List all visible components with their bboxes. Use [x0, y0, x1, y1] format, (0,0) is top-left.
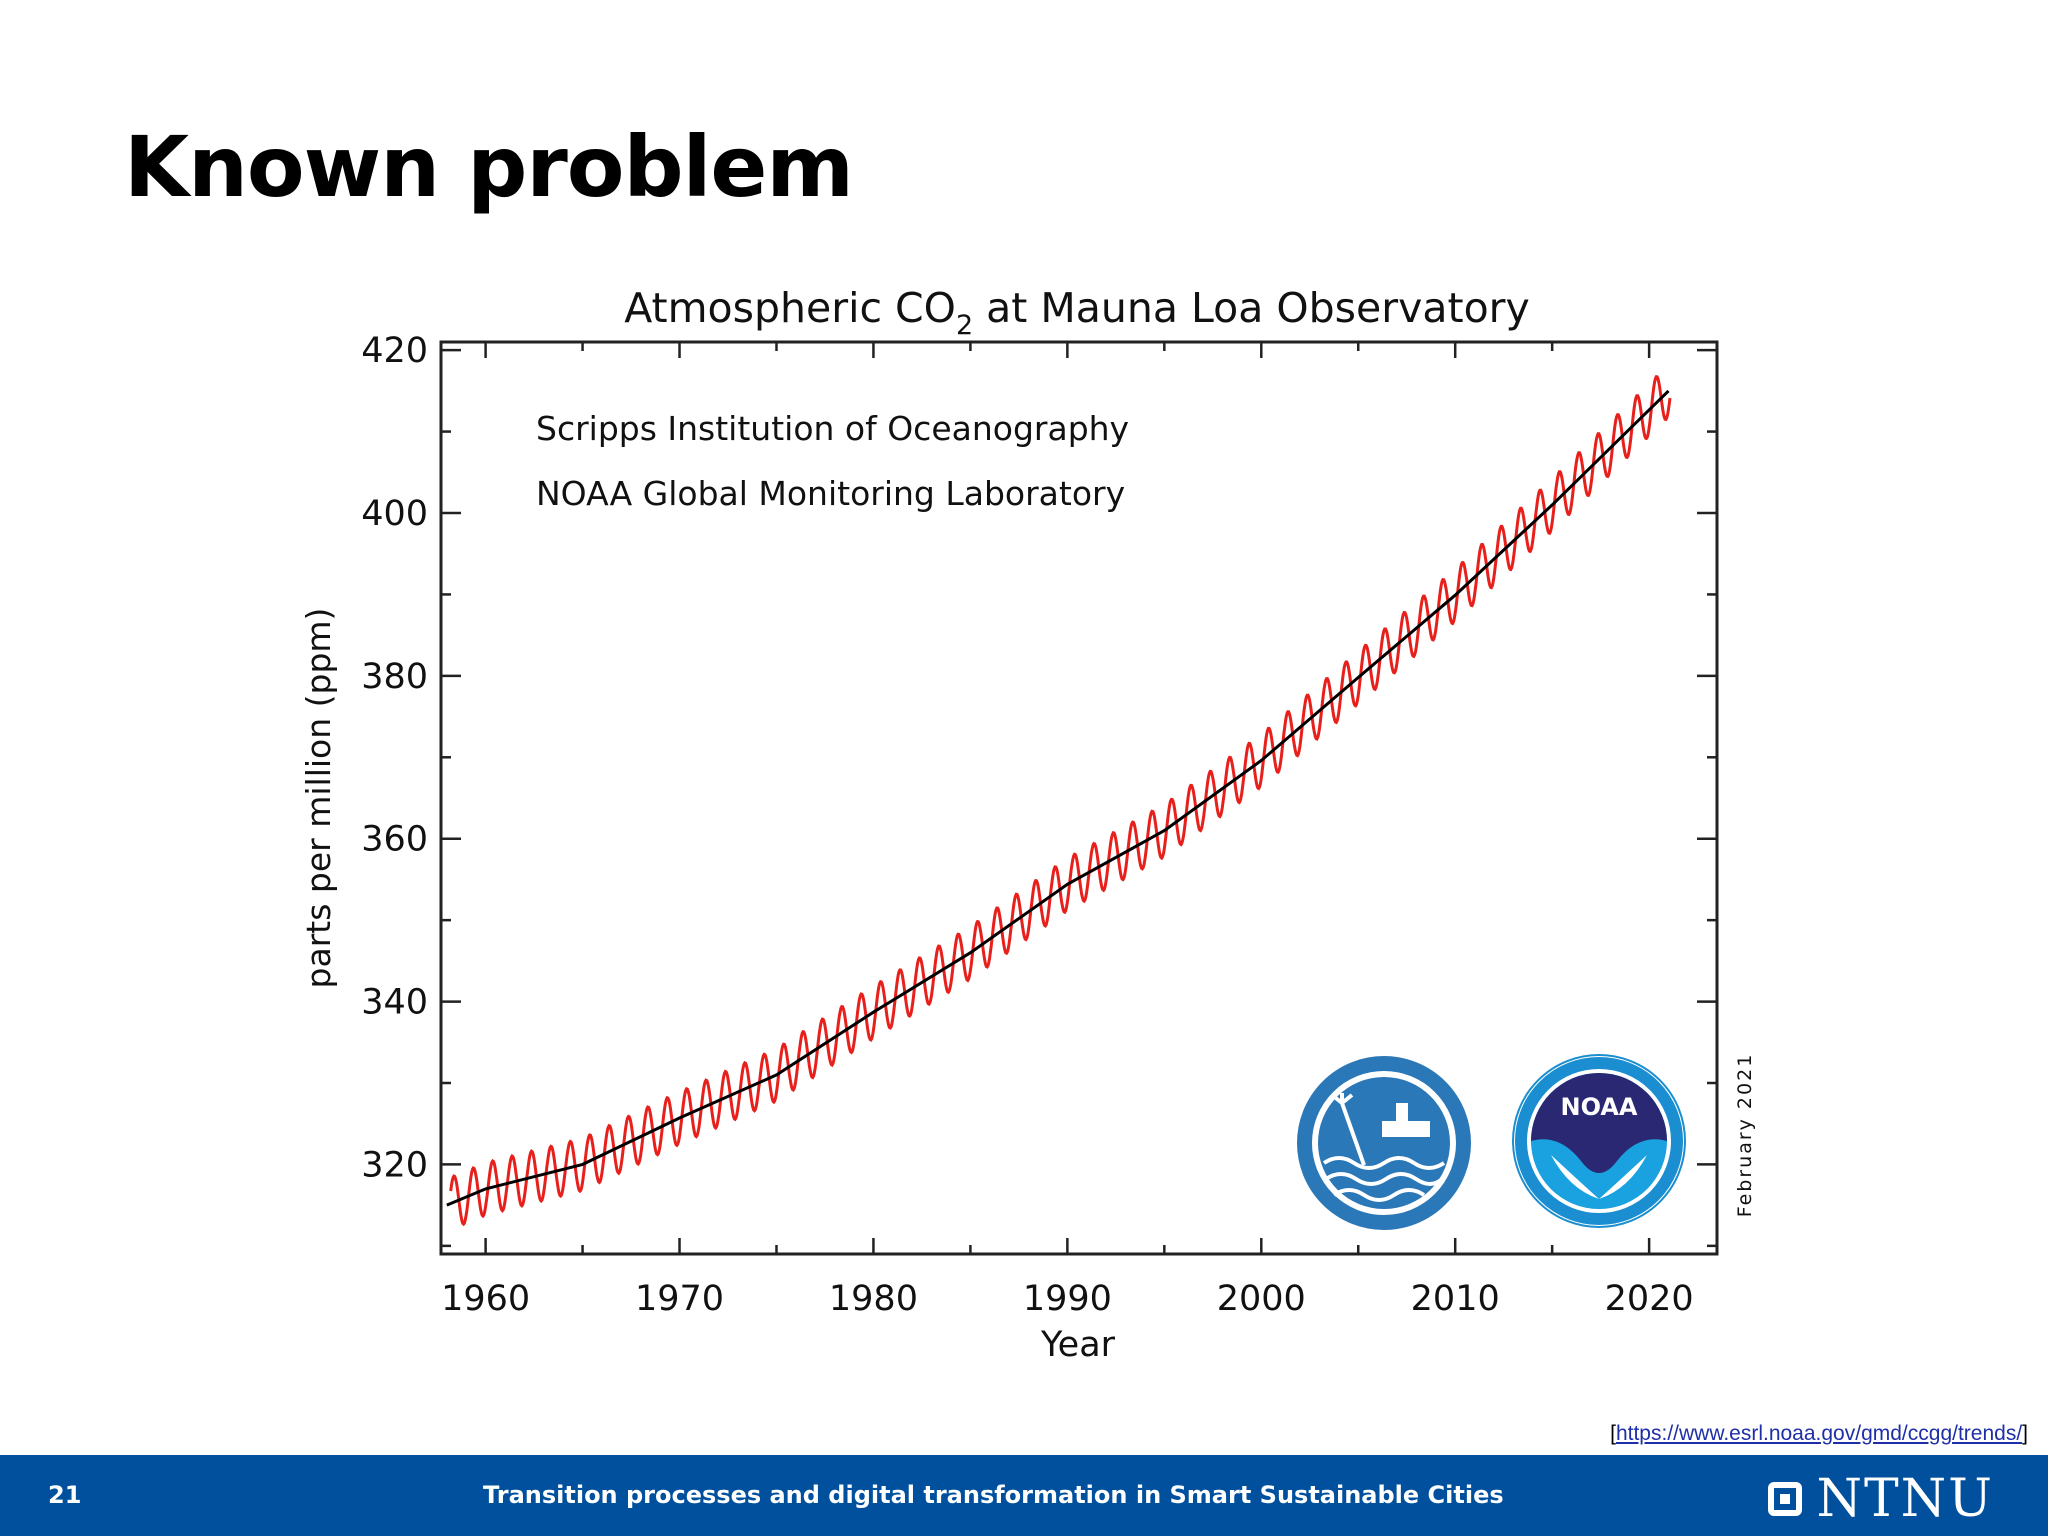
x-tick-label: 1960 — [441, 1279, 530, 1319]
annotation-scripps: Scripps Institution of Oceanography — [536, 409, 1129, 448]
x-tick-label: 1980 — [829, 1279, 918, 1319]
y-tick-label: 320 — [361, 1145, 428, 1185]
date-stamp: February 2021 — [1734, 1053, 1756, 1218]
chart-title-subscript: 2 — [956, 310, 973, 341]
source-link[interactable]: https://www.esrl.noaa.gov/gmd/ccgg/trend… — [1615, 1422, 2023, 1445]
monthly-mean-line — [449, 375, 1672, 1227]
plot-frame — [439, 340, 1719, 1256]
x-tick-label: 2020 — [1605, 1279, 1694, 1319]
x-axis-label: Year — [1040, 1325, 1116, 1365]
y-axis-ticks: 320 340 360 380 400 420 — [361, 331, 1717, 1248]
scripps-seal — [1297, 1056, 1471, 1230]
y-axis-label: parts per million (ppm) — [299, 608, 338, 989]
x-tick-label: 1990 — [1023, 1279, 1112, 1319]
trend-line — [446, 389, 1670, 1207]
course-title: Transition processes and digital transfo… — [483, 1481, 1504, 1509]
x-axis-ticks: 1960 1970 1980 1990 2000 2010 2020 — [441, 342, 1694, 1319]
slide-title: Known problem — [124, 118, 854, 216]
noaa-emblem: NOAA — [1512, 1054, 1686, 1228]
y-tick-label: 360 — [361, 820, 428, 860]
x-tick-label: 2000 — [1217, 1279, 1306, 1319]
y-tick-label: 400 — [361, 494, 428, 534]
page-number: 21 — [48, 1481, 82, 1509]
co2-chart: Atmospheric CO2 at Mauna Loa Observatory… — [299, 284, 1756, 1365]
chart-title: Atmospheric CO2 at Mauna Loa Observatory — [624, 284, 1530, 341]
ntnu-logo-icon — [1768, 1482, 1803, 1516]
source-bracket-close: ] — [2022, 1422, 2028, 1445]
y-tick-label: 420 — [361, 331, 428, 371]
x-tick-label: 1970 — [635, 1279, 724, 1319]
chart-title-main: Atmospheric CO — [624, 284, 956, 332]
footer-bar: 21 Transition processes and digital tran… — [0, 1455, 2048, 1536]
x-tick-label: 2010 — [1411, 1279, 1500, 1319]
y-tick-label: 340 — [361, 983, 428, 1023]
noaa-badge-text: NOAA — [1561, 1093, 1638, 1121]
source-bracket-open: [ — [1610, 1422, 1616, 1445]
chart-title-rest: at Mauna Loa Observatory — [973, 284, 1530, 332]
ntnu-logo: NTNU — [1768, 1469, 1994, 1529]
y-tick-label: 380 — [361, 657, 428, 697]
source-citation: [https://www.esrl.noaa.gov/gmd/ccgg/tren… — [1610, 1422, 2028, 1446]
annotation-noaa: NOAA Global Monitoring Laboratory — [536, 474, 1125, 513]
ntnu-logo-text: NTNU — [1816, 1469, 1994, 1529]
